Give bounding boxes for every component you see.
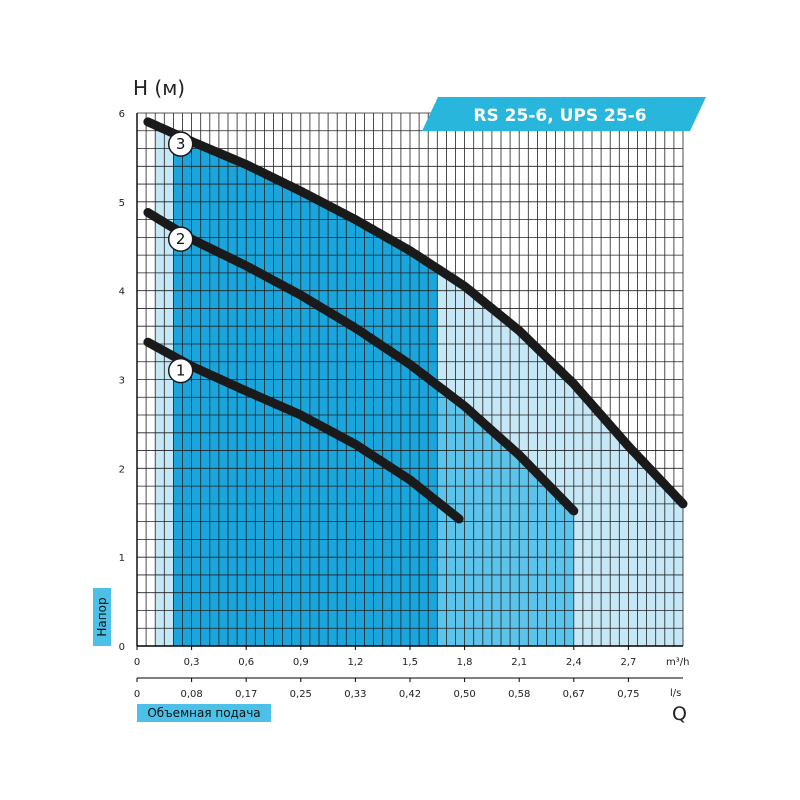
curve-label-badge-3 [167,131,194,157]
x-axis-symbol: Q [672,703,687,725]
x-tick-label: 0,3 [184,657,200,668]
x-tick-label: 1,2 [347,657,363,668]
x-tick-label: 1,5 [402,657,418,668]
y-tick-label: 6 [119,109,125,120]
curve-1 [143,337,464,524]
x-axis-label-box: Объемная подача [137,704,271,722]
y-tick-label: 5 [119,198,125,209]
model-badge-text: RS 25-6, UPS 25-6 [473,106,646,126]
y-tick-label: 0 [119,642,125,653]
y-axis-label-bg [93,588,111,646]
x2-tick-label: 0,58 [508,689,530,700]
x-tick-label: 2,7 [620,657,636,668]
x2-tick-label: 0,42 [399,689,421,700]
region-dark-1 [173,133,438,647]
curve-label-badge-1 [167,357,194,384]
y-axis-symbol: H (м) [133,76,185,100]
y-axis-label-box: Напор [93,588,111,646]
x-tick-label: 1,8 [457,657,473,668]
x-axis-unit-ls: l/s [670,688,681,699]
y-tick-label: 4 [119,287,125,298]
y-tick-label: 2 [119,464,125,475]
x2-tick-label: 0,33 [344,689,366,700]
chart-curves: 1 2 3 [143,117,688,524]
y-tick-label: 1 [119,553,125,564]
x2-tick-label: 0,17 [235,689,257,700]
x-axis-label: Объемная подача [147,706,260,720]
x2-tick-label: 0,67 [563,689,585,700]
x-tick-label: 2,1 [511,657,527,668]
x-axis-unit-m3h: m³/h [666,657,689,668]
chart-ticks: 0 0,3 0,6 0,9 1,2 1,5 1,8 2,1 2,4 2,7 0 0,08 0,17 0,2… [119,109,640,700]
y-tick-label: 3 [119,376,125,387]
chart-grid [136,112,684,679]
x2-tick-label: 0 [134,689,140,700]
x-tick-label: 0,6 [238,657,254,668]
x2-tick-label: 0,25 [290,689,312,700]
curve-3 [143,117,688,509]
curve-label-3: 3 [176,135,186,153]
x-tick-label: 2,4 [566,657,582,668]
curve-label-badge-2 [167,226,194,252]
x-tick-label: 0 [134,657,140,668]
model-badge: RS 25-6, UPS 25-6 [422,97,706,131]
x2-tick-label: 0,50 [453,689,475,700]
curve-label-2: 2 [176,230,186,248]
x-tick-label: 0,9 [293,657,309,668]
x2-tick-label: 0,08 [180,689,202,700]
x-axis-label-bg [137,704,271,722]
curve-label-1: 1 [176,362,186,380]
x2-tick-label: 0,75 [617,689,639,700]
model-badge-shape [422,97,706,131]
y-axis-label: Напор [95,597,109,636]
curve-2 [143,208,579,516]
